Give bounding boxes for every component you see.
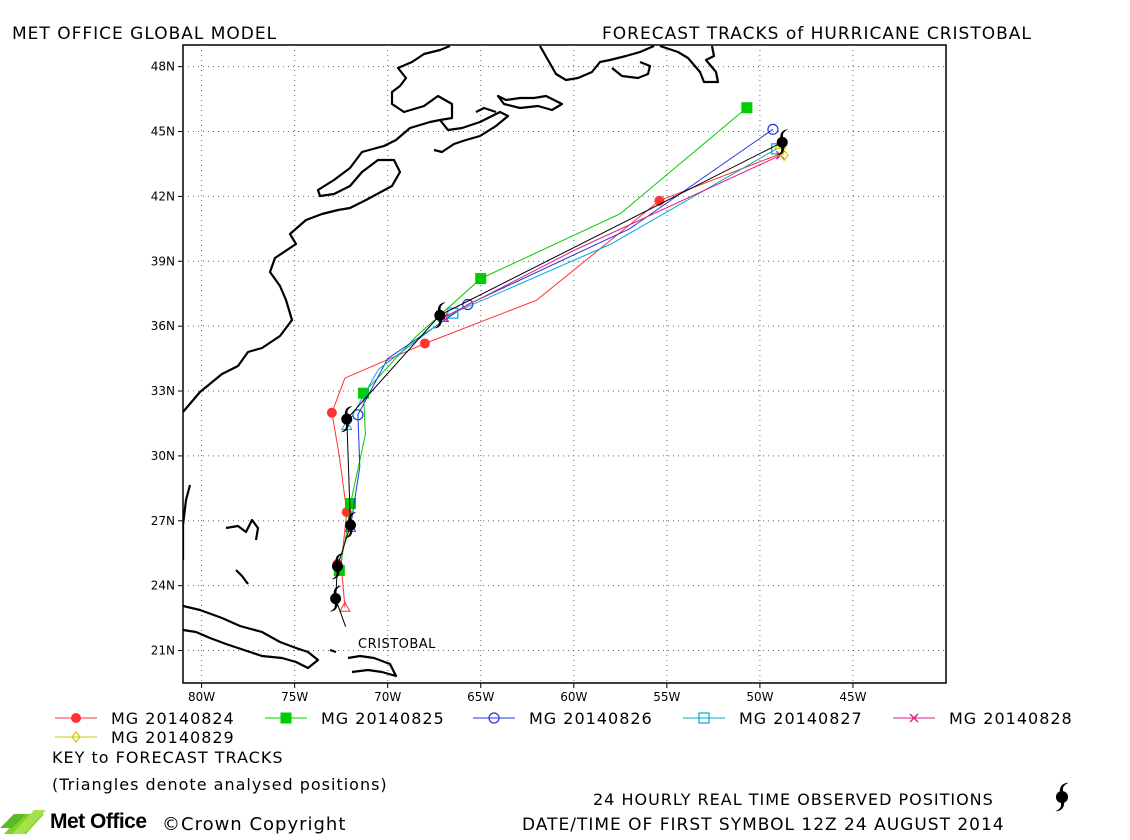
legend-label: MG 20140825: [321, 709, 445, 728]
lat-tick-label: 30N: [151, 449, 175, 463]
observed-positions-label: 24 HOURLY REAL TIME OBSERVED POSITIONS: [593, 790, 994, 809]
lat-tick-label: 39N: [151, 254, 175, 268]
key-note: (Triangles denote analysed positions): [52, 775, 388, 794]
analysed-triangle: [339, 601, 351, 612]
track-marker: [475, 273, 487, 285]
coastline-segment: [475, 106, 497, 114]
track-line: [346, 148, 777, 426]
lon-tick-label: 60W: [560, 690, 587, 704]
lon-tick-label: 70W: [374, 690, 401, 704]
hurricane-symbol-icon: [1055, 782, 1069, 812]
coastline-segment: [496, 94, 564, 112]
met-office-logo-icon: [0, 810, 46, 834]
legend-label: MG 20140828: [949, 709, 1073, 728]
hurricane-symbol-icon: [331, 553, 344, 580]
lon-tick-label: 55W: [653, 690, 680, 704]
forecast-track-mg-20140825: [333, 102, 753, 577]
coastline-segment: [611, 60, 652, 80]
legend-item: MG 20140825: [265, 709, 445, 728]
coastline-segment: [183, 484, 192, 560]
legend-label: MG 20140829: [111, 728, 235, 747]
coastline-segment: [347, 654, 398, 678]
track-marker: [344, 497, 356, 509]
hurricane-symbol-icon: [340, 406, 353, 433]
lat-tick-label: 24N: [151, 579, 175, 593]
hurricane-symbol-icon: [344, 512, 357, 539]
coastline: [183, 45, 720, 678]
hurricane-symbol-icon: [433, 302, 446, 329]
axis-labels: 48N 45N 42N 39N 36N 33N 30N 27N 24N 21N 80W 75W 70W 6…: [151, 60, 867, 704]
track-marker: [358, 387, 370, 399]
lat-tick-label: 42N: [151, 189, 175, 203]
lat-tick-label: 45N: [151, 125, 175, 139]
hurricane-symbol-icon: [329, 585, 342, 612]
datetime-label: DATE/TIME OF FIRST SYMBOL 12Z 24 AUGUST …: [522, 815, 1005, 835]
chart-title: FORECAST TRACKS of HURRICANE CRISTOBAL: [602, 24, 1032, 44]
lon-tick-label: 50W: [746, 690, 773, 704]
coastline-segment: [433, 110, 510, 154]
lon-tick-label: 75W: [281, 690, 308, 704]
observed-positions: [329, 129, 789, 627]
key-title: KEY to FORECAST TRACKS: [52, 748, 284, 767]
copyright: ©Crown Copyright: [162, 814, 347, 835]
legend-label: MG 20140827: [739, 709, 863, 728]
track-marker: [71, 731, 81, 743]
lat-tick-label: 33N: [151, 384, 175, 398]
coastline-segment: [235, 569, 249, 585]
track-line: [338, 107, 748, 571]
storm-label: CRISTOBAL: [358, 637, 436, 652]
forecast-track-mg-20140828: [437, 150, 785, 323]
track-marker: [741, 102, 753, 114]
forecast-track-mg-20140827: [340, 143, 783, 431]
lat-tick-label: 48N: [151, 60, 175, 74]
legend-item: MG 20140827: [683, 709, 863, 728]
track-marker: [280, 712, 292, 724]
track-marker: [698, 712, 710, 724]
coastline-segment: [539, 45, 655, 82]
legend-label: MG 20140824: [111, 709, 235, 728]
map-frame: [182, 44, 947, 684]
track-marker: [767, 123, 779, 135]
coastline-segment: [659, 45, 720, 84]
track-marker: [909, 713, 919, 723]
legend-item: MG 20140826: [473, 709, 653, 728]
hurricane-symbol-icon: [776, 129, 789, 156]
track-line: [443, 154, 781, 318]
legend-label: MG 20140826: [529, 709, 653, 728]
track-line: [350, 128, 774, 528]
brand-name: Met Office: [50, 810, 147, 833]
lon-tick-label: 45W: [839, 690, 866, 704]
legend-item: MG 20140829: [55, 728, 235, 747]
observed-track-line: [335, 141, 783, 599]
lat-tick-label: 27N: [151, 514, 175, 528]
coastline-segment: [329, 648, 337, 654]
lat-lon-grid: [183, 45, 946, 683]
lat-tick-label: 21N: [151, 644, 175, 658]
coastline-segment: [183, 45, 454, 413]
track-line: [331, 152, 783, 608]
track-marker: [488, 712, 500, 724]
legend-item: MG 20140824: [55, 709, 235, 728]
lon-tick-label: 65W: [467, 690, 494, 704]
hurricane-symbol-icon: [1055, 782, 1069, 812]
legend: MG 20140824 MG 20140825 MG 20140826 MG 2014…: [55, 709, 1073, 747]
coastline-segment: [183, 604, 320, 670]
lat-tick-label: 36N: [151, 319, 175, 333]
lon-tick-label: 80W: [188, 690, 215, 704]
legend-item: MG 20140828: [893, 709, 1073, 728]
coastline-segment: [225, 518, 260, 541]
forecast-track-mg-20140824: [326, 152, 783, 612]
track-marker: [419, 338, 430, 349]
model-title: MET OFFICE GLOBAL MODEL: [12, 24, 278, 44]
forecast-tracks: [326, 102, 789, 612]
track-marker: [71, 713, 81, 723]
track-marker: [326, 407, 337, 418]
